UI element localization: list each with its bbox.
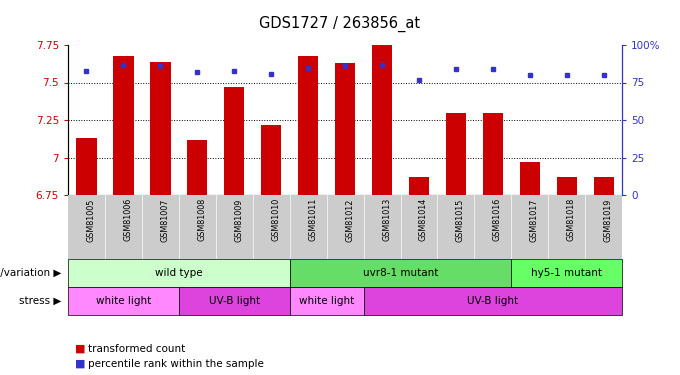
Bar [224, 87, 244, 195]
Bar [335, 63, 355, 195]
Text: GSM81005: GSM81005 [86, 198, 95, 242]
Text: GSM81018: GSM81018 [567, 198, 576, 242]
Text: uvr8-1 mutant: uvr8-1 mutant [363, 268, 438, 278]
Bar [409, 177, 429, 195]
Text: GSM81007: GSM81007 [160, 198, 169, 242]
Text: GSM81019: GSM81019 [604, 198, 613, 242]
Bar [557, 177, 577, 195]
Bar [150, 62, 171, 195]
Text: GSM81006: GSM81006 [124, 198, 133, 242]
Bar [594, 177, 614, 195]
Text: GSM81016: GSM81016 [493, 198, 502, 242]
Bar [290, 259, 511, 287]
Bar [298, 56, 318, 195]
Text: white light: white light [96, 296, 151, 306]
Text: GSM81008: GSM81008 [197, 198, 206, 242]
Text: GSM81011: GSM81011 [308, 198, 317, 242]
Text: UV-B light: UV-B light [467, 296, 518, 306]
Text: UV-B light: UV-B light [209, 296, 260, 306]
Bar [68, 287, 179, 315]
Bar [68, 259, 290, 287]
Text: GSM81013: GSM81013 [382, 198, 391, 242]
Text: wild type: wild type [155, 268, 203, 278]
Text: GSM81012: GSM81012 [345, 198, 354, 242]
Text: GSM81010: GSM81010 [271, 198, 280, 242]
Text: GSM81014: GSM81014 [419, 198, 428, 242]
Text: GSM81017: GSM81017 [530, 198, 539, 242]
Bar [187, 140, 207, 195]
Text: GDS1727 / 263856_at: GDS1727 / 263856_at [260, 16, 420, 33]
Text: ■: ■ [75, 359, 85, 369]
Text: ■: ■ [75, 344, 85, 354]
Text: hy5-1 mutant: hy5-1 mutant [531, 268, 602, 278]
Bar [179, 287, 290, 315]
Bar [290, 287, 364, 315]
Text: GSM81009: GSM81009 [234, 198, 243, 242]
Text: GSM81015: GSM81015 [456, 198, 465, 242]
Bar [520, 162, 540, 195]
Bar [511, 259, 622, 287]
Text: transformed count: transformed count [88, 344, 186, 354]
Bar [372, 42, 392, 195]
Bar [261, 124, 282, 195]
Text: white light: white light [299, 296, 354, 306]
Bar [483, 112, 503, 195]
Text: percentile rank within the sample: percentile rank within the sample [88, 359, 265, 369]
Bar [114, 56, 133, 195]
Bar [76, 138, 97, 195]
Bar [364, 287, 622, 315]
Text: genotype/variation ▶: genotype/variation ▶ [0, 268, 61, 278]
Text: stress ▶: stress ▶ [19, 296, 61, 306]
Bar [446, 112, 466, 195]
